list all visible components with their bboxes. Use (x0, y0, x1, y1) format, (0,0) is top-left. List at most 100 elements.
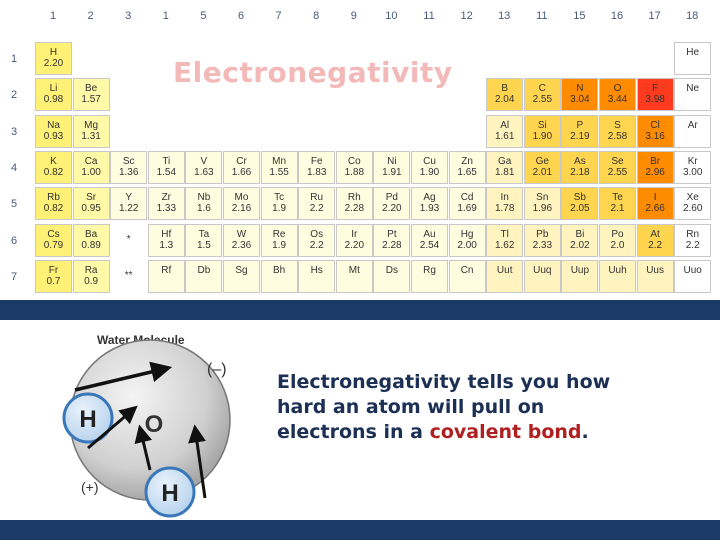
group-number-row: 1 2 3 1 5 6 7 8 9 10 11 12 13 11 15 16 17 18 (0, 0, 720, 34)
element-cell-w: W 2.36 (223, 223, 260, 257)
element-symbol: Uut (496, 264, 513, 276)
element-symbol: S (614, 119, 621, 131)
element-cell-as: As 2.18 (561, 150, 599, 184)
element-cell-s: S 2.58 (599, 114, 636, 148)
explanation-text: Electronegativity tells you how hard an … (277, 370, 697, 445)
element-electronegativity: 2.33 (532, 239, 553, 251)
element-cell-be: Be 1.57 (72, 78, 110, 112)
period-number: 6 (10, 234, 18, 247)
element-cell-cd: Cd 1.69 (448, 187, 486, 221)
element-symbol: Ne (686, 83, 700, 95)
group-number: 9 (350, 10, 357, 22)
element-symbol: Al (500, 119, 510, 131)
element-electronegativity: 1.81 (494, 166, 515, 178)
element-electronegativity: 2.28 (344, 203, 365, 215)
element-cell-sg: Sg (223, 259, 260, 293)
element-cell-mt: Mt (335, 259, 373, 293)
element-electronegativity: 2.58 (607, 130, 628, 142)
explanation-line-3-prefix: electrons in a (277, 421, 430, 443)
element-symbol: He (686, 47, 700, 58)
element-electronegativity: 2.0 (610, 239, 625, 251)
group-number: 12 (460, 10, 473, 22)
element-cell-pd: Pd 2.20 (373, 187, 411, 221)
element-electronegativity: 2.2 (309, 239, 324, 251)
element-cell-po: Po 2.0 (599, 223, 636, 257)
element-electronegativity: 1.55 (269, 166, 289, 178)
period-number: 5 (10, 198, 18, 211)
element-cell-sr: Sr 0.95 (72, 187, 110, 221)
element-electronegativity: 1.61 (494, 130, 515, 142)
divider-band-top (0, 300, 720, 320)
element-electronegativity: 2.20 (344, 239, 365, 251)
element-cell-hs: Hs (298, 259, 336, 293)
element-symbol: Se (611, 155, 624, 167)
element-symbol: Xe (686, 192, 699, 204)
element-cell-uuq: Uuq (523, 259, 561, 293)
element-cell-p: P 2.19 (561, 114, 599, 148)
element-electronegativity: 1.93 (419, 203, 440, 215)
element-cell-sn: Sn 1.96 (523, 187, 561, 221)
element-cell-ni: Ni 1.91 (373, 150, 411, 184)
element-cell-ag: Ag 1.93 (411, 187, 448, 221)
element-electronegativity: 0.98 (43, 94, 64, 106)
element-electronegativity: 2.01 (532, 166, 553, 178)
element-symbol: I (653, 192, 657, 204)
element-symbol: Y (125, 192, 133, 204)
element-electronegativity: 0.89 (81, 239, 101, 251)
element-symbol: K (50, 155, 57, 167)
element-electronegativity: 3.98 (645, 94, 665, 106)
element-cell-cr: Cr 1.66 (223, 150, 260, 184)
group-number: 1 (49, 10, 57, 22)
element-symbol: Na (47, 119, 60, 131)
element-cell-kr: Kr 3.00 (674, 150, 712, 184)
element-electronegativity: 3.44 (607, 94, 628, 106)
element-electronegativity: 1.9 (272, 203, 287, 215)
element-electronegativity: 2.04 (494, 94, 515, 106)
element-symbol: Os (310, 228, 324, 240)
element-electronegativity: 3.00 (682, 166, 703, 178)
element-electronegativity: 2.20 (382, 203, 402, 215)
element-cell-cs: Cs 0.79 (35, 223, 72, 257)
group-number: 13 (498, 10, 511, 22)
element-cell-cu: Cu 1.90 (411, 150, 448, 184)
element-symbol: Ge (535, 155, 549, 167)
element-electronegativity: 0.9 (84, 275, 99, 287)
element-cell-ga: Ga 1.81 (486, 150, 524, 184)
element-electronegativity: 1.5 (196, 239, 211, 251)
element-symbol: Bi (575, 228, 585, 240)
element-cell-rn: Rn 2.2 (674, 223, 712, 257)
element-cell-hf: Hf 1.3 (147, 223, 185, 257)
element-symbol: Ti (162, 155, 171, 167)
element-cell-xe: Xe 2.60 (674, 187, 712, 221)
element-symbol: Hs (310, 264, 323, 276)
element-cell-au: Au 2.54 (411, 223, 448, 257)
element-symbol: Bh (272, 264, 286, 276)
element-electronegativity: 2.96 (645, 166, 665, 178)
element-electronegativity: 3.16 (645, 130, 665, 142)
element-electronegativity: 1.6 (196, 203, 211, 215)
explanation-line-3: electrons in a covalent bond. (277, 420, 697, 445)
period-number: 7 (10, 270, 18, 283)
element-cell-zr: Zr 1.33 (147, 187, 185, 221)
period-number: 3 (10, 125, 18, 138)
element-symbol: Ru (310, 192, 324, 204)
element-cell-ta: Ta 1.5 (185, 223, 223, 257)
group-number: 11 (423, 10, 435, 22)
period-number: 1 (10, 53, 18, 65)
element-electronegativity: 1.83 (306, 166, 327, 178)
hydrogen-atom-left (62, 392, 114, 444)
element-symbol: Pt (387, 228, 397, 240)
element-symbol: Zn (461, 155, 473, 167)
element-cell-hg: Hg 2.00 (448, 223, 486, 257)
element-symbol: H (49, 47, 58, 58)
element-cell-uus: Uus (636, 259, 674, 293)
element-electronegativity: 1.9 (272, 239, 287, 251)
arrow-bottom-up (134, 424, 153, 471)
element-symbol: Ar (687, 119, 698, 131)
element-symbol: Rn (686, 228, 700, 240)
atom-label-h-left: H (79, 406, 96, 433)
element-cell-ne: Ne (674, 78, 712, 112)
element-electronegativity: 2.2 (309, 203, 324, 215)
